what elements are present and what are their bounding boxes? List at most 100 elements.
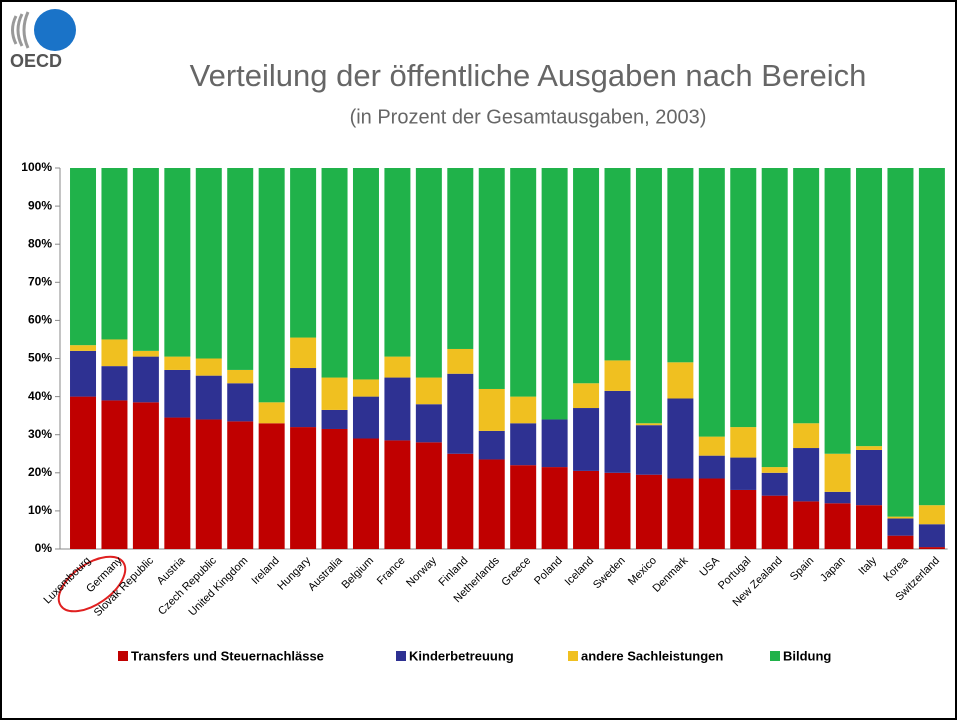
bar-segment [321,428,348,549]
legend-swatch [396,651,406,661]
chart-subtitle: (in Prozent der Gesamtausgaben, 2003) [350,106,707,128]
bar-segment [635,168,662,424]
bar-segment [730,168,757,428]
bar-segment [258,168,285,403]
bar-segment [70,396,97,549]
bar-segment [132,356,159,403]
y-tick-label: 30% [28,427,52,441]
bar-segment [132,168,159,351]
logo-circle [34,9,76,51]
bar-segment [101,366,128,401]
bar-segment [824,453,851,492]
bar-segment [604,360,631,391]
bar-segment [573,383,600,409]
bar-segment [856,446,883,450]
bar-segment [384,356,411,378]
bar-segment [824,168,851,454]
bar-segment [195,358,222,376]
legend-label: Bildung [783,648,831,663]
bar-segment [447,453,474,549]
bar-segment [541,419,568,468]
bar-segment [761,472,788,496]
bar-segment [856,505,883,549]
bar-segment [918,168,945,506]
legend-swatch [770,651,780,661]
bar-segment [510,168,537,397]
logo-text: OECD [10,51,62,71]
bar-segment [227,383,254,422]
bar-segment [132,350,159,357]
legend-swatch [568,651,578,661]
highlight-ellipse [57,555,127,613]
bar-segment [415,442,442,549]
bar-segment [352,396,379,439]
bar-segment [698,436,725,456]
bar-segment [793,448,820,502]
bar-segment [101,339,128,367]
y-tick-label: 10% [28,503,52,517]
bar-segment [573,168,600,384]
bar-segment [321,377,348,410]
bar-segment [698,455,725,479]
bar-segment [824,491,851,504]
legend-label: Kinderbetreuung [409,648,514,663]
y-tick-label: 0% [35,541,53,555]
bar-segment [667,362,694,399]
bar-segment [70,345,97,351]
bar-segment [793,501,820,549]
bar-segment [352,168,379,380]
bar-segment [541,168,568,420]
bar-segment [132,402,159,549]
legend-label: andere Sachleistungen [581,648,723,663]
bar-segment [793,423,820,449]
bar-segment [478,459,505,549]
bar-segment [321,168,348,378]
bar-segment [290,427,317,549]
bar-segment [164,168,191,357]
bar-segment [730,427,757,458]
bar-segment [70,350,97,397]
bar-segment [227,168,254,370]
bar-segment [195,168,222,359]
bar-segment [510,423,537,466]
bar-segment [604,472,631,549]
bar-segment [415,168,442,378]
bar-segment [918,505,945,525]
bar-segment [478,168,505,389]
y-tick-label: 80% [28,236,52,250]
logo-arcs [11,11,30,49]
y-tick-label: 20% [28,465,52,479]
bar-segment [824,503,851,549]
bar-segment [415,404,442,443]
bar-segment [604,390,631,473]
bar-segment [730,457,757,490]
bar-segment [793,168,820,424]
bar-segment [321,409,348,429]
bar-segment [164,417,191,549]
bar-segment [227,369,254,384]
bar-segment [258,423,285,549]
bar-segment [887,516,914,519]
bar-segment [258,402,285,424]
bar-segment [447,348,474,374]
bar-segment [101,400,128,549]
bar-segment [101,168,128,340]
bar-segment [510,396,537,424]
chart-title: Verteilung der öffentliche Ausgaben nach… [190,58,867,93]
y-tick-label: 50% [28,351,52,365]
bar-segment [918,524,945,548]
legend-swatch [118,651,128,661]
bar-segment [70,168,97,346]
bar-segment [164,356,191,370]
y-tick-label: 90% [28,198,52,212]
bar-segment [195,419,222,549]
bar-segment [698,168,725,437]
bar-segment [541,467,568,549]
bar-segment [887,518,914,536]
bar-segment [478,388,505,431]
bar-segment [384,440,411,549]
bar-segment [667,478,694,549]
bar-segment [667,398,694,479]
bar-segment [573,408,600,471]
bar-segment [887,535,914,549]
